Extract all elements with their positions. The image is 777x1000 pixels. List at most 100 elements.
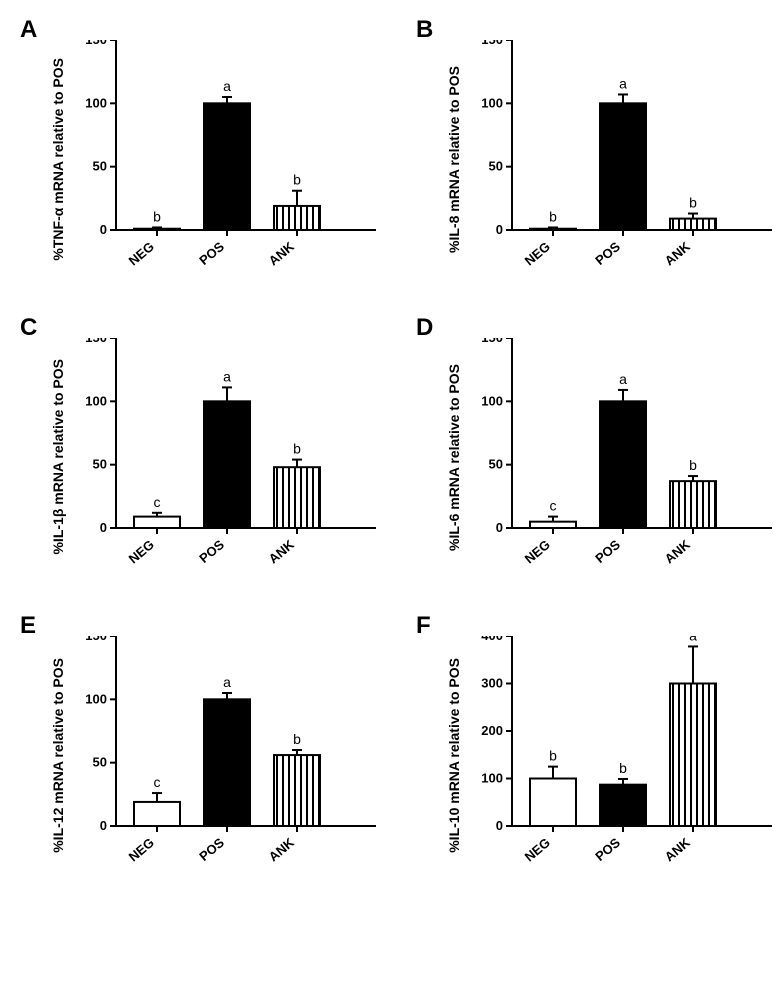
y-tick-label: 300 [481,676,503,691]
x-category-label: NEG [522,835,553,865]
y-tick-label: 0 [496,818,503,833]
bar-POS [204,401,250,528]
bar-ANK [274,467,320,528]
significance-letter: b [619,760,627,776]
panel-label: E [20,612,36,640]
panel-label: B [416,16,433,44]
bar-POS [204,699,250,826]
bar-POS [600,785,646,826]
y-tick-label: 50 [489,457,503,472]
bar-ANK [670,219,716,230]
bar-ANK [274,206,320,230]
panel-B: B%IL-8 mRNA relative to POS 050100150bNE… [416,20,772,278]
panel-D: D%IL-6 mRNA relative to POS 050100150cNE… [416,318,772,576]
significance-letter: a [223,674,231,690]
x-category-label: ANK [662,536,694,566]
y-tick-label: 150 [481,338,503,345]
x-category-label: NEG [522,537,553,567]
significance-letter: c [154,774,161,790]
x-category-label: ANK [266,834,298,864]
y-tick-label: 100 [481,771,503,786]
x-category-label: ANK [266,536,298,566]
bar-chart: 0100200300400bNEGbPOSaANK [468,636,772,874]
y-tick-label: 150 [85,40,107,47]
chart-wrap: %IL-8 mRNA relative to POS 050100150bNEG… [446,40,772,278]
bar-NEG [134,229,180,230]
bar-NEG [530,229,576,230]
significance-letter: c [550,498,557,514]
bar-ANK [670,684,716,827]
chart-wrap: %TNF-α mRNA relative to POS 0 50 100 150 b NE… [50,40,376,278]
y-tick-label: 100 [85,95,107,110]
significance-letter: b [549,748,557,764]
y-axis-label: %IL-10 mRNA relative to POS [446,658,462,853]
bar-NEG [530,522,576,528]
significance-letter: a [223,368,231,384]
y-tick-label: 200 [481,723,503,738]
chart-wrap: %IL-6 mRNA relative to POS 050100150cNEG… [446,338,772,576]
panel-label: F [416,612,431,640]
bar-ANK [670,481,716,528]
bar-NEG [530,779,576,827]
bar-ANK [274,755,320,826]
panel-E: E%IL-12 mRNA relative to POS 050100150cN… [20,616,376,874]
y-tick-label: 150 [481,40,503,47]
y-tick-label: 0 [496,520,503,535]
chart-wrap: %IL-1β mRNA relative to POS 050100150cNE… [50,338,376,576]
x-category-label: POS [592,835,623,864]
x-category-label: ANK [266,238,298,268]
significance-letter: a [223,78,231,94]
significance-letter: a [689,636,697,643]
y-axis-label: %TNF-α mRNA relative to POS [50,58,66,261]
x-category-label: POS [196,537,227,566]
bar-chart: 0 50 100 150 c NEG a POS b ANK [72,636,376,874]
y-tick-label: 0 [496,222,503,237]
bar-chart: 050100150cNEGaPOSbANK [468,338,772,576]
significance-letter: b [293,731,301,747]
y-tick-label: 50 [93,159,107,174]
y-tick-label: 150 [85,338,107,345]
figure-grid: A%TNF-α mRNA relative to POS 050100150bN… [20,20,757,874]
panel-C: C%IL-1β mRNA relative to POS 050100150cN… [20,318,376,576]
panel-label: A [20,16,37,44]
y-tick-label: 100 [481,95,503,110]
significance-letter: b [293,172,301,188]
x-category-label: NEG [126,835,157,865]
bar-chart: 050100150bNEGaPOSbANK [468,40,772,278]
significance-letter: b [689,195,697,211]
x-category-label: ANK [662,238,694,268]
x-category-label: POS [196,835,227,864]
x-category-label: NEG [126,537,157,567]
panel-label: C [20,314,37,342]
y-tick-label: 50 [93,755,107,770]
chart-wrap: %IL-10 mRNA relative to POS 0 100 200 300 40… [446,636,772,874]
x-category-label: POS [592,239,623,268]
y-tick-label: 0 [100,818,107,833]
y-axis-label: %IL-6 mRNA relative to POS [446,364,462,551]
bar-POS [204,103,250,230]
y-tick-label: 150 [85,636,107,643]
bar-NEG [134,517,180,528]
y-axis-label: %IL-8 mRNA relative to POS [446,66,462,253]
bar-chart: 050100150cNEGaPOSbANK [72,338,376,576]
significance-letter: a [619,371,627,387]
bar-NEG [134,802,180,826]
y-tick-label: 50 [489,159,503,174]
significance-letter: b [689,457,697,473]
bar-chart: 050100150bNEGaPOSbANK [72,40,376,278]
x-category-label: NEG [126,239,157,269]
y-tick-label: 0 [100,520,107,535]
chart-wrap: %IL-12 mRNA relative to POS 0 50 100 150 c NE… [50,636,376,874]
panel-A: A%TNF-α mRNA relative to POS 050100150bN… [20,20,376,278]
panel-label: D [416,314,433,342]
y-tick-label: 100 [85,393,107,408]
y-tick-label: 100 [85,691,107,706]
significance-letter: c [154,494,161,510]
y-axis-label: %IL-12 mRNA relative to POS [50,658,66,853]
y-tick-label: 400 [481,636,503,643]
y-tick-label: 0 [100,222,107,237]
bar-POS [600,401,646,528]
x-category-label: POS [592,537,623,566]
x-category-label: POS [196,239,227,268]
significance-letter: a [619,75,627,91]
